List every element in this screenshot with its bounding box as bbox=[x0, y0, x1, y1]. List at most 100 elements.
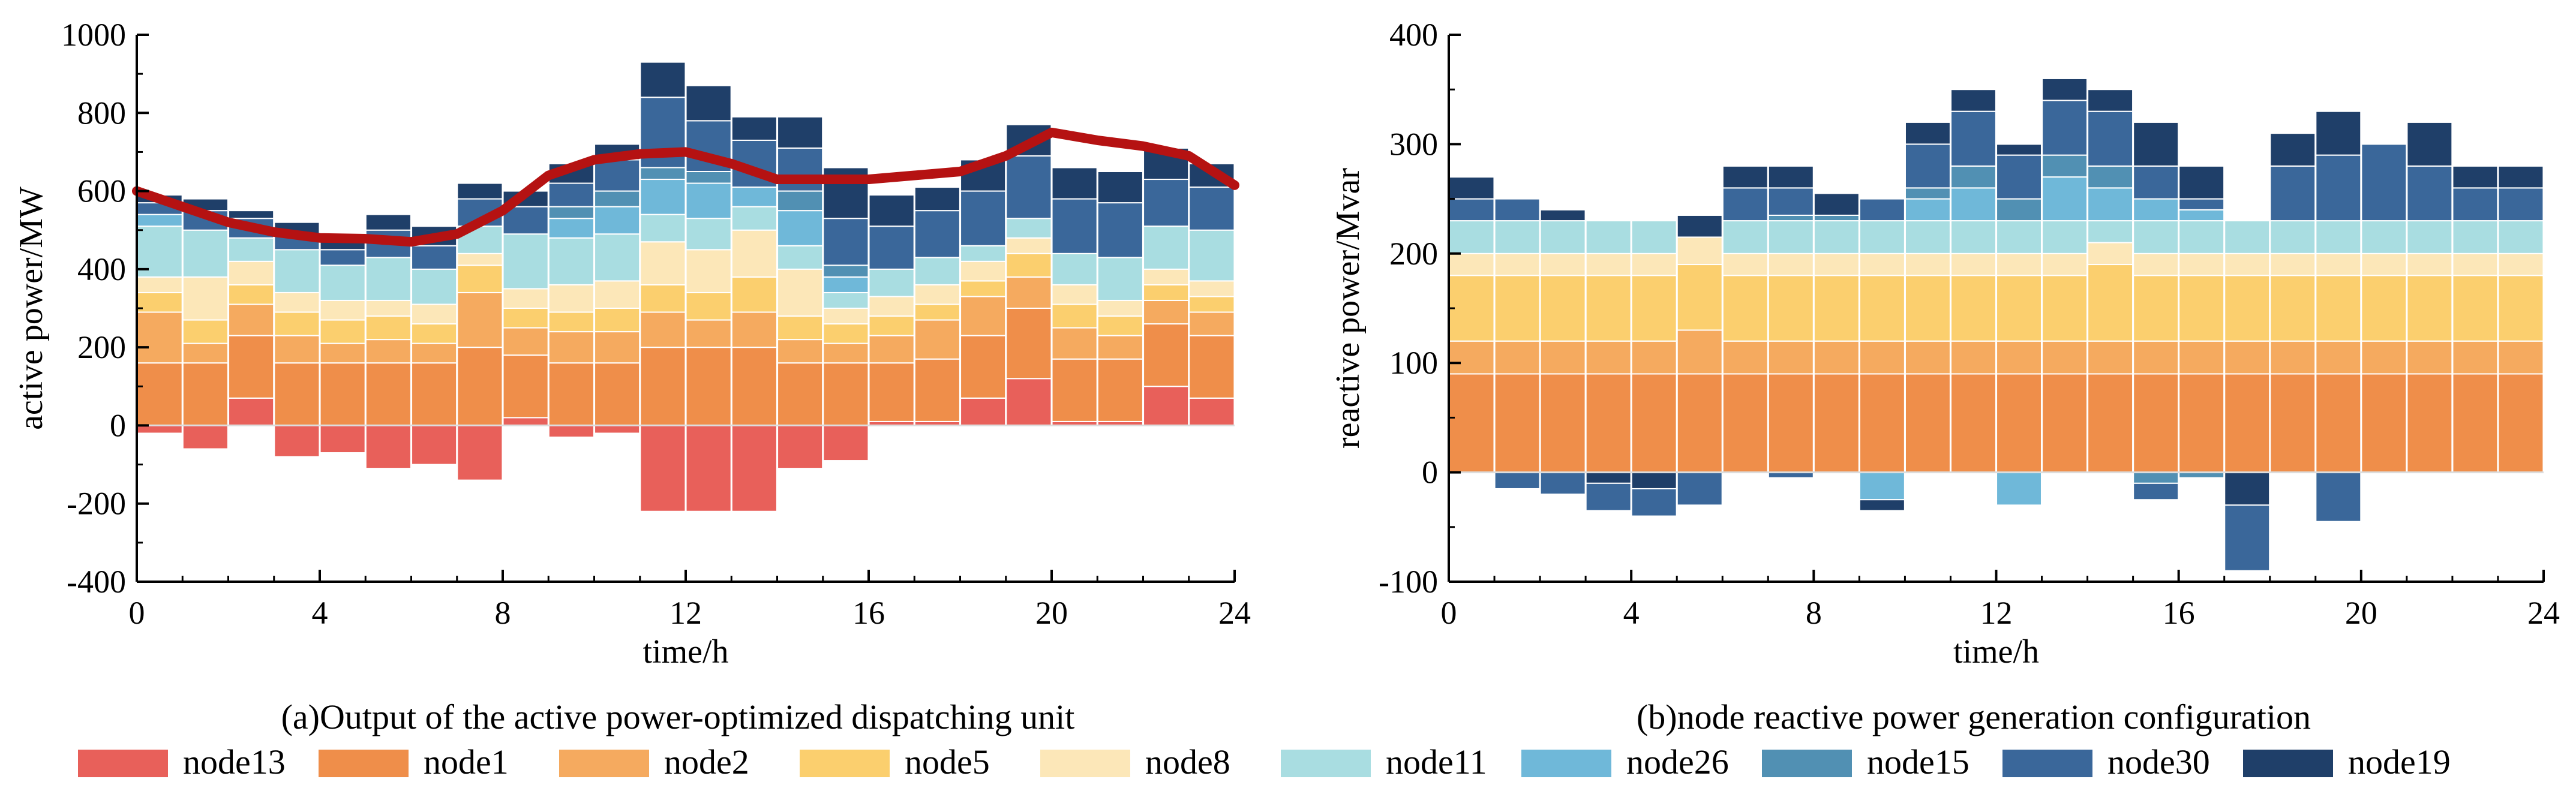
bar-node13-t4 bbox=[274, 425, 320, 458]
bar-node8-t11 bbox=[594, 280, 641, 309]
bar-node2-t10 bbox=[548, 331, 595, 364]
bar-node30-t18 bbox=[2224, 504, 2271, 572]
bar-node1-t13 bbox=[685, 347, 732, 426]
bar-node19-t13 bbox=[685, 85, 732, 122]
bar-node1-t15 bbox=[777, 362, 824, 426]
bar-node5-t5 bbox=[1631, 275, 1677, 342]
bar-node30-t7 bbox=[411, 245, 458, 270]
bar-node1-t7 bbox=[411, 362, 458, 426]
bar-node5-t23 bbox=[2452, 275, 2499, 342]
bar-node5-t9 bbox=[502, 308, 549, 329]
bar-node19-t13 bbox=[1996, 143, 2042, 156]
bar-node2-t18 bbox=[2224, 340, 2271, 375]
x-tick-label: 16 bbox=[2163, 595, 2195, 631]
legend-swatch-node19 bbox=[2243, 750, 2333, 777]
bar-node1-t19 bbox=[2269, 373, 2316, 473]
dispatch-line bbox=[132, 127, 1239, 247]
bar-node19-t10 bbox=[1859, 499, 1905, 512]
bar-node30-t17 bbox=[2178, 198, 2225, 210]
bar-node5-t17 bbox=[868, 315, 915, 336]
bar-node5-t12 bbox=[640, 284, 686, 313]
bar-node19-t20 bbox=[2315, 110, 2362, 156]
bar-node1-t24 bbox=[2497, 373, 2544, 473]
bar-node5-t6 bbox=[365, 315, 412, 341]
y-tick-label: -200 bbox=[67, 486, 126, 522]
bar-node26-t11 bbox=[1904, 198, 1951, 222]
bar-node26-t15 bbox=[2087, 187, 2134, 222]
bar-node11-t23 bbox=[1143, 225, 1190, 270]
bar-node5-t12 bbox=[1950, 275, 1996, 342]
bar-node11-t19 bbox=[960, 245, 1007, 262]
bar-node26-t11 bbox=[594, 206, 641, 235]
bar-node30-t10 bbox=[1859, 198, 1905, 222]
bar-node11-t24 bbox=[2497, 220, 2544, 254]
y-tick-label: 200 bbox=[77, 329, 126, 365]
bar-node1-t14 bbox=[2041, 373, 2088, 473]
bar-node19-t3 bbox=[1539, 209, 1586, 222]
bar-node8-t19 bbox=[2269, 252, 2316, 276]
bar-node2-t13 bbox=[685, 319, 732, 348]
bar-node8-t9 bbox=[502, 288, 549, 309]
y-tick-label: 0 bbox=[1422, 455, 1438, 491]
bar-node5-t3 bbox=[228, 284, 275, 305]
legend-label-node2: node2 bbox=[664, 742, 749, 781]
bar-node2-t6 bbox=[1676, 329, 1723, 375]
bar-node15-t12 bbox=[1950, 165, 1996, 189]
bar-node15-t11 bbox=[594, 190, 641, 207]
bar-node8-t6 bbox=[365, 299, 412, 317]
bar-node2-t12 bbox=[1950, 340, 1996, 375]
bar-node5-t23 bbox=[1143, 284, 1190, 301]
bar-node2-t2 bbox=[1494, 340, 1541, 375]
bar-node26-t16 bbox=[2133, 198, 2179, 222]
bar-node8-t2 bbox=[1494, 252, 1541, 276]
bar-node1-t22 bbox=[1097, 358, 1143, 422]
legend-swatch-node15 bbox=[1762, 750, 1852, 777]
x-tick-label: 24 bbox=[1218, 595, 1251, 631]
bar-node8-t15 bbox=[777, 268, 824, 317]
bar-node5-t2 bbox=[1494, 275, 1541, 342]
bar-node1-t21 bbox=[1051, 358, 1098, 422]
x-tick-label: 8 bbox=[1806, 595, 1822, 631]
bar-node15-t8 bbox=[1767, 214, 1814, 222]
bar-node26-t1 bbox=[136, 213, 183, 227]
bar-node2-t2 bbox=[182, 342, 229, 364]
bar-node13-t3 bbox=[228, 397, 275, 426]
bar-node11-t24 bbox=[1188, 229, 1235, 282]
bar-node5-t1 bbox=[136, 291, 183, 313]
bar-node5-t2 bbox=[182, 319, 229, 344]
y-tick-label: 1000 bbox=[61, 17, 126, 53]
bar-node30-t24 bbox=[1188, 187, 1235, 231]
bar-node11-t7 bbox=[411, 268, 458, 305]
bar-node1-t6 bbox=[1676, 373, 1723, 473]
legend-label-node15: node15 bbox=[1867, 742, 1969, 781]
legend-swatch-node13 bbox=[78, 750, 168, 777]
bar-node8-t3 bbox=[1539, 252, 1586, 276]
bar-node26-t12 bbox=[640, 179, 686, 215]
x-axis-title: time/h bbox=[643, 633, 728, 670]
bar-node2-t15 bbox=[2087, 340, 2134, 375]
bar-node13-t12 bbox=[640, 425, 686, 512]
x-tick-label: 8 bbox=[495, 595, 511, 631]
bar-node11-t11 bbox=[594, 233, 641, 282]
bar-node11-t21 bbox=[2361, 220, 2407, 254]
bar-node26-t14 bbox=[2041, 176, 2088, 222]
bar-node2-t9 bbox=[1813, 340, 1860, 375]
bar-node1-t20 bbox=[1005, 308, 1052, 380]
bar-node19-t1 bbox=[1448, 176, 1495, 200]
bar-node2-t14 bbox=[2041, 340, 2088, 375]
bar-node2-t13 bbox=[1996, 340, 2042, 375]
bar-node8-t7 bbox=[411, 303, 458, 325]
bar-node30-t17 bbox=[868, 225, 915, 270]
bar-node8-t24 bbox=[1188, 280, 1235, 297]
bar-node8-t13 bbox=[685, 249, 732, 293]
bar-node1-t23 bbox=[2452, 373, 2499, 473]
bar-node5-t22 bbox=[1097, 315, 1143, 336]
bar-node5-t16 bbox=[2133, 275, 2179, 342]
bar-node30-t4 bbox=[1585, 482, 1632, 512]
bar-node11-t7 bbox=[1722, 220, 1769, 254]
bar-node1-t5 bbox=[319, 362, 366, 426]
bar-node30-t16 bbox=[822, 218, 869, 266]
bar-node11-t21 bbox=[1051, 252, 1098, 285]
bar-node8-t6 bbox=[1676, 236, 1723, 266]
bar-node1-t2 bbox=[1494, 373, 1541, 473]
